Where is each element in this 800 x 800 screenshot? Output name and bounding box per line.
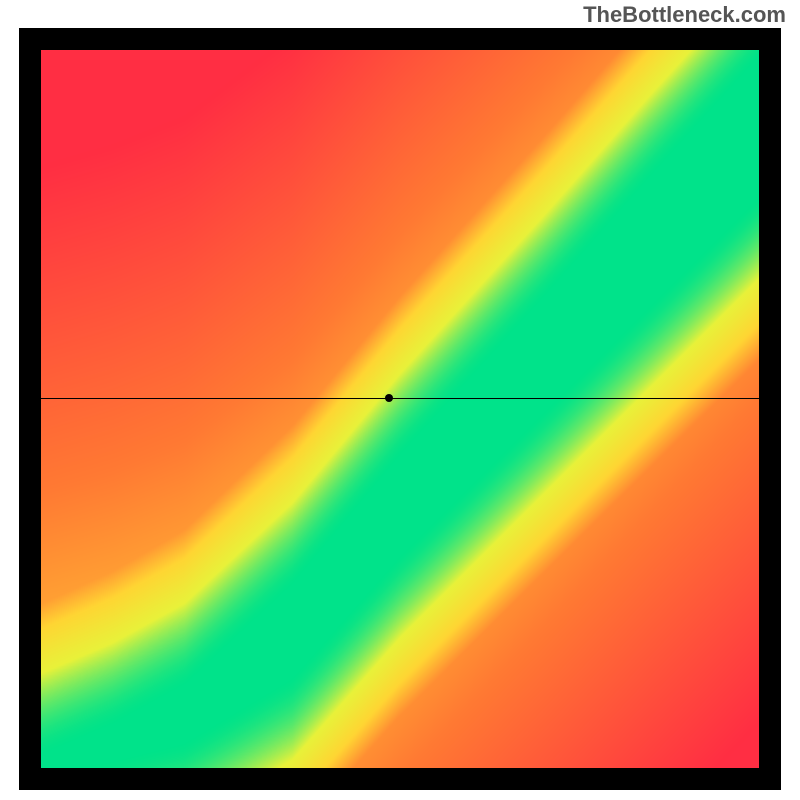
heatmap-canvas: [41, 50, 759, 768]
plot-area: [41, 50, 759, 768]
watermark-text: TheBottleneck.com: [583, 2, 786, 28]
crosshair-horizontal: [41, 398, 759, 399]
chart-container: TheBottleneck.com: [0, 0, 800, 800]
marker-dot: [385, 394, 393, 402]
